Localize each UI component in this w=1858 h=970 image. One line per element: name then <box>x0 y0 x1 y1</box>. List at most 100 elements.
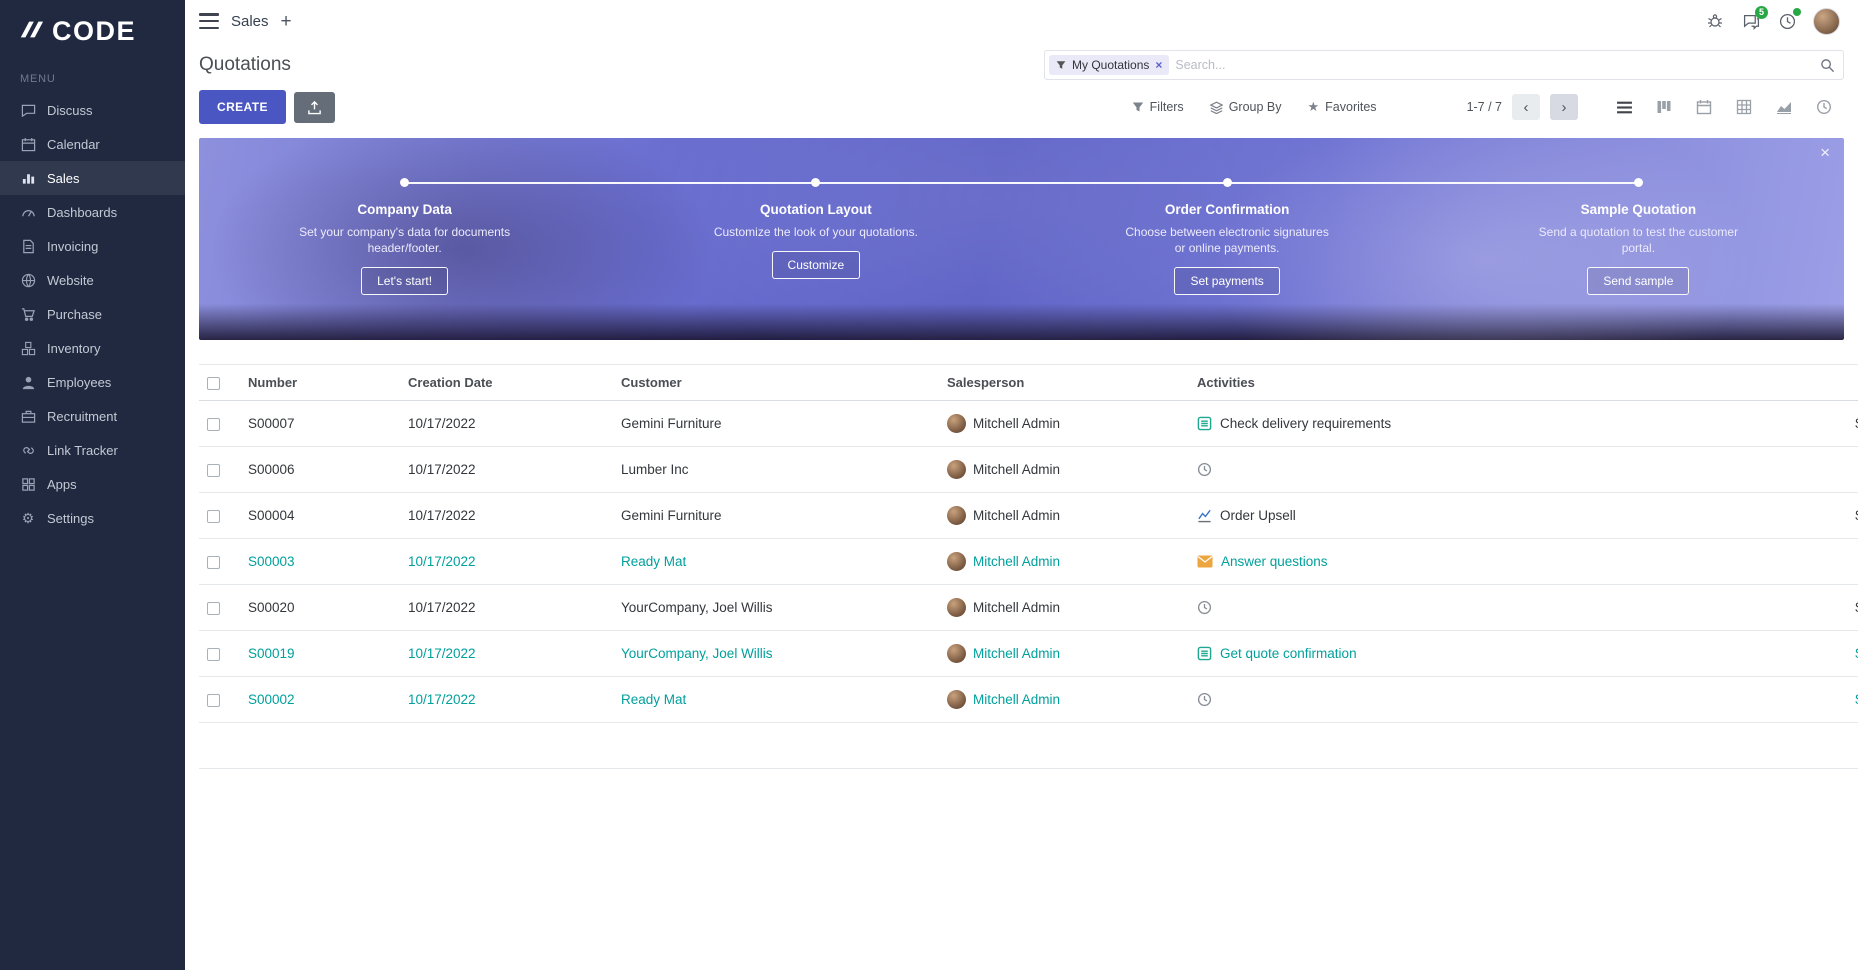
table-row[interactable]: S00006 10/17/2022 Lumber Inc Mitchell Ad… <box>199 446 1858 494</box>
column-header-salesperson[interactable]: Salesperson <box>943 364 1193 402</box>
sidebar-item-calendar[interactable]: Calendar <box>0 127 185 161</box>
activity-cell[interactable] <box>1197 462 1779 477</box>
table-footer-row: 12,708.50 <box>199 722 1858 770</box>
sidebar-item-link-tracker[interactable]: Link Tracker <box>0 433 185 467</box>
filter-funnel-icon <box>1132 101 1144 113</box>
lets-start-button[interactable]: Let's start! <box>361 267 449 296</box>
user-avatar[interactable] <box>1813 7 1840 35</box>
messages-icon[interactable]: 5 <box>1741 6 1768 31</box>
search-icon[interactable] <box>1820 58 1835 73</box>
pager-next-button[interactable]: › <box>1550 94 1578 120</box>
briefcase-icon <box>20 408 36 424</box>
set-payments-button[interactable]: Set payments <box>1174 267 1280 296</box>
topbar: Sales + 5 <box>185 0 1858 42</box>
table-row[interactable]: S00007 10/17/2022 Gemini Furniture Mitch… <box>199 400 1858 448</box>
activity-cell[interactable]: Check delivery requirements <box>1197 416 1779 431</box>
app-logo[interactable]: CODE <box>0 0 185 59</box>
tasks-list-icon <box>1197 646 1212 661</box>
sidebar-item-settings[interactable]: ⚙ Settings <box>0 501 185 535</box>
activity-cell[interactable] <box>1197 600 1779 615</box>
onboarding-step-sample-quotation: Sample Quotation Send a quotation to tes… <box>1433 178 1844 296</box>
list-view-button[interactable] <box>1604 92 1644 122</box>
tasks-list-icon <box>1197 416 1212 431</box>
pager-previous-button[interactable]: ‹ <box>1512 94 1540 120</box>
sidebar: CODE MENU Discuss Calendar Sales Dashboa… <box>0 0 185 970</box>
kanban-view-button[interactable] <box>1644 92 1684 122</box>
select-all-checkbox[interactable] <box>207 377 220 391</box>
step-dot <box>811 178 821 187</box>
row-checkbox[interactable] <box>207 556 220 569</box>
filter-funnel-icon <box>1056 61 1066 69</box>
calendar-view-icon <box>1696 100 1712 115</box>
column-header-number[interactable]: Number <box>244 364 404 402</box>
activity-badge <box>1793 8 1801 16</box>
row-checkbox[interactable] <box>207 464 220 477</box>
banner-close-icon[interactable]: × <box>1820 143 1830 162</box>
column-header-total[interactable]: Total <box>1783 364 1858 402</box>
graph-view-button[interactable] <box>1764 92 1804 122</box>
column-header-activities[interactable]: Activities <box>1193 364 1783 402</box>
onboarding-step-company-data: Company Data Set your company's data for… <box>199 178 610 296</box>
table-row[interactable]: S00004 10/17/2022 Gemini Furniture Mitch… <box>199 492 1858 540</box>
row-checkbox[interactable] <box>207 694 220 707</box>
add-tab-icon[interactable]: + <box>280 10 292 32</box>
globe-icon <box>20 272 36 288</box>
main-content: Sales + 5 Quotations <box>185 0 1858 970</box>
table-row[interactable]: S00019 10/17/2022 YourCompany, Joel Will… <box>199 630 1858 678</box>
sidebar-item-recruitment[interactable]: Recruitment <box>0 399 185 433</box>
current-app-name[interactable]: Sales <box>231 12 269 30</box>
sidebar-item-label: Purchase <box>47 306 102 322</box>
gauge-icon <box>20 204 36 220</box>
line-chart-icon <box>1197 508 1212 523</box>
sidebar-item-discuss[interactable]: Discuss <box>0 93 185 127</box>
activity-cell[interactable]: Order Upsell <box>1197 508 1779 523</box>
activity-cell[interactable]: Get quote confirmation <box>1197 646 1779 661</box>
step-description: Customize the look of your quotations. <box>713 225 918 239</box>
table-row[interactable]: S00003 10/17/2022 Ready Mat Mitchell Adm… <box>199 538 1858 586</box>
sidebar-item-label: Website <box>47 272 94 288</box>
calendar-view-button[interactable] <box>1684 92 1724 122</box>
column-header-creation-date[interactable]: Creation Date <box>404 364 617 402</box>
debug-bug-icon[interactable] <box>1705 11 1725 31</box>
facet-label: My Quotations <box>1072 58 1150 72</box>
activity-cell[interactable]: Answer questions <box>1197 554 1779 569</box>
group-by-button[interactable]: Group By <box>1209 100 1282 114</box>
salesperson-avatar <box>947 506 966 526</box>
sidebar-item-invoicing[interactable]: Invoicing <box>0 229 185 263</box>
sidebar-item-website[interactable]: Website <box>0 263 185 297</box>
customize-button[interactable]: Customize <box>771 251 861 280</box>
person-icon <box>20 374 36 390</box>
filters-button[interactable]: Filters <box>1132 100 1184 114</box>
favorites-button[interactable]: ★ Favorites <box>1307 99 1377 114</box>
sidebar-item-purchase[interactable]: Purchase <box>0 297 185 331</box>
graph-view-icon <box>1777 102 1791 114</box>
sidebar-item-employees[interactable]: Employees <box>0 365 185 399</box>
export-button[interactable] <box>293 91 335 123</box>
search-input[interactable] <box>1175 58 1814 72</box>
send-sample-button[interactable]: Send sample <box>1587 267 1690 296</box>
row-checkbox[interactable] <box>207 648 220 661</box>
row-checkbox[interactable] <box>207 602 220 615</box>
create-button[interactable]: CREATE <box>199 90 286 124</box>
sidebar-item-inventory[interactable]: Inventory <box>0 331 185 365</box>
row-checkbox[interactable] <box>207 418 220 431</box>
table-row[interactable]: S00002 10/17/2022 Ready Mat Mitchell Adm… <box>199 676 1858 724</box>
activity-clock-icon[interactable] <box>1777 8 1801 31</box>
hamburger-menu-icon[interactable] <box>199 13 219 29</box>
step-title: Sample Quotation <box>1580 202 1697 217</box>
column-header-customer[interactable]: Customer <box>617 364 943 402</box>
activity-view-button[interactable] <box>1804 92 1844 122</box>
step-description: Choose between electronic signatures or … <box>1125 225 1329 256</box>
facet-remove-icon[interactable]: × <box>1155 58 1163 72</box>
pivot-view-button[interactable] <box>1724 92 1764 122</box>
activity-cell[interactable] <box>1197 692 1779 707</box>
sidebar-item-apps[interactable]: Apps <box>0 467 185 501</box>
sidebar-item-sales[interactable]: Sales <box>0 161 185 195</box>
row-checkbox[interactable] <box>207 510 220 523</box>
envelope-icon <box>1197 555 1213 568</box>
salesperson-avatar <box>947 414 966 434</box>
table-header-row: Number Creation Date Customer Salesperso… <box>199 364 1858 402</box>
sidebar-item-dashboards[interactable]: Dashboards <box>0 195 185 229</box>
table-row[interactable]: S00020 10/17/2022 YourCompany, Joel Will… <box>199 584 1858 632</box>
